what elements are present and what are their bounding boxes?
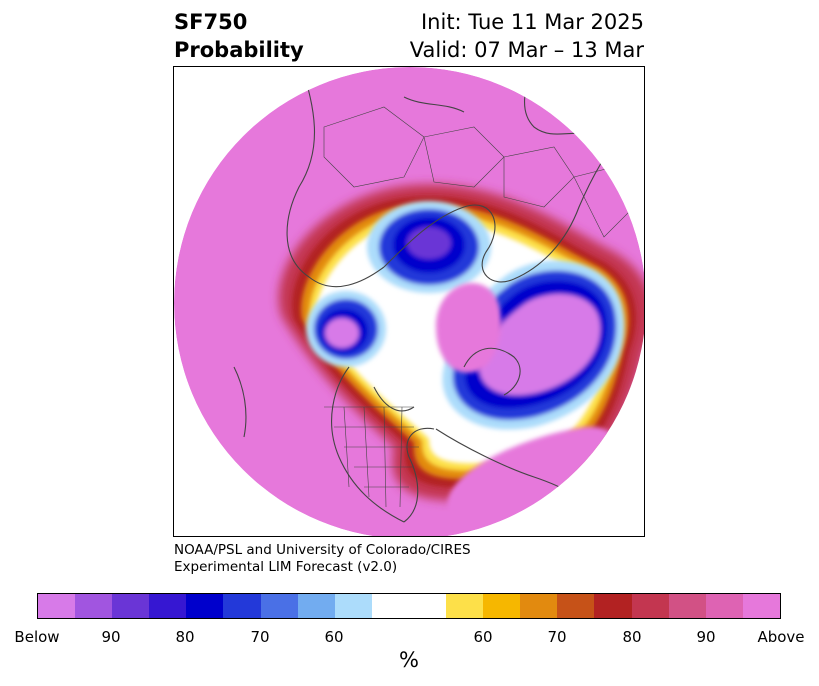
below-core-eurasia bbox=[442, 260, 625, 430]
above-core-central bbox=[436, 283, 502, 373]
colorbar-segment bbox=[557, 594, 595, 618]
colorbar-segment bbox=[483, 594, 521, 618]
colorbar-tick-label: 80 bbox=[622, 628, 642, 646]
colorbar-segment bbox=[705, 594, 743, 618]
product-title: Probability bbox=[174, 38, 304, 62]
colorbar-segment bbox=[149, 594, 187, 618]
valid-range: Valid: 07 Mar – 13 Mar bbox=[409, 38, 644, 62]
colorbar-tick-label: 60 bbox=[473, 628, 493, 646]
colorbar-tick-label: 80 bbox=[175, 628, 195, 646]
colorbar-segment bbox=[260, 594, 298, 618]
colorbar-segment bbox=[520, 594, 558, 618]
credit-text: NOAA/PSL and University of Colorado/CIRE… bbox=[174, 542, 471, 576]
colorbar-tick-label: Below bbox=[14, 628, 60, 646]
colorbar-segment bbox=[38, 594, 76, 618]
colorbar-tick-label: Above bbox=[757, 628, 805, 646]
colorbar-tick-label: 90 bbox=[101, 628, 121, 646]
polar-map bbox=[174, 67, 644, 536]
colorbar-segment bbox=[668, 594, 706, 618]
colorbar-segment bbox=[631, 594, 669, 618]
probability-field bbox=[174, 67, 644, 536]
colorbar-tick-label: 90 bbox=[696, 628, 716, 646]
borders bbox=[323, 67, 635, 508]
title-right: Init: Tue 11 Mar 2025 Valid: 07 Mar – 13… bbox=[410, 8, 644, 64]
colorbar-segment bbox=[75, 594, 113, 618]
colorbar-segment bbox=[446, 594, 484, 618]
colorbar-segment bbox=[594, 594, 632, 618]
colorbar bbox=[37, 593, 781, 619]
colorbar-segment bbox=[371, 594, 447, 618]
map-panel bbox=[173, 66, 645, 537]
variable-title: SF750 bbox=[174, 10, 248, 34]
colorbar-segment bbox=[186, 594, 224, 618]
colorbar-tick-label: 70 bbox=[250, 628, 270, 646]
title-left: SF750 Probability bbox=[174, 8, 304, 64]
colorbar-tick-label: 60 bbox=[324, 628, 344, 646]
colorbar-segment bbox=[223, 594, 261, 618]
below-core-pacific bbox=[306, 291, 386, 367]
colorbar-tick-label: 70 bbox=[547, 628, 567, 646]
credit-line-1: NOAA/PSL and University of Colorado/CIRE… bbox=[174, 542, 471, 558]
colorbar-segment bbox=[112, 594, 150, 618]
colorbar-segment bbox=[742, 594, 780, 618]
credit-line-2: Experimental LIM Forecast (v2.0) bbox=[174, 559, 398, 575]
colorbar-unit: % bbox=[399, 648, 419, 672]
below-core-arctic bbox=[367, 201, 491, 293]
init-date: Init: Tue 11 Mar 2025 bbox=[420, 10, 644, 34]
colorbar-segment bbox=[334, 594, 372, 618]
colorbar-segment bbox=[297, 594, 335, 618]
